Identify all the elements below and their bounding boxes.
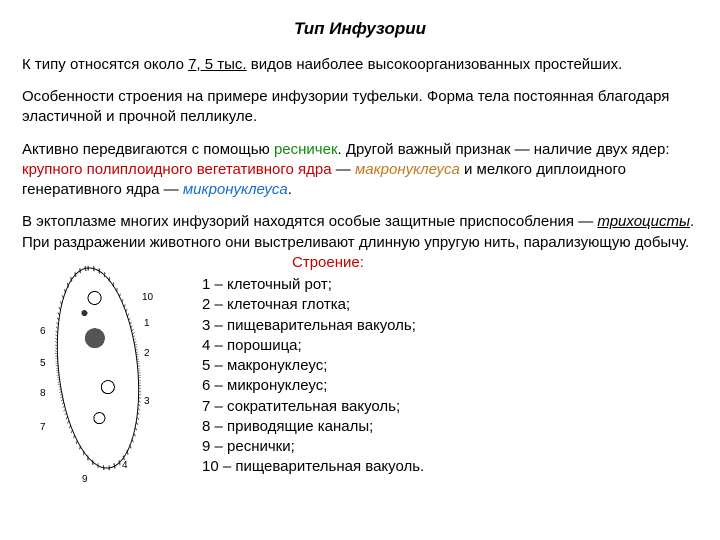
p1-a: К типу относятся около: [22, 56, 188, 73]
paragraph-3: Активно передвигаются с помощью ресничек…: [22, 140, 698, 201]
legend-item-2: 2 – клеточная глотка;: [202, 295, 698, 315]
fig-num-9: 9: [82, 473, 88, 487]
legend-item-9: 9 – реснички;: [202, 437, 698, 457]
legend-item-6: 6 – микронуклеус;: [202, 376, 698, 396]
page-title: Тип Инфузории: [22, 18, 698, 41]
fig-num-1: 1: [144, 317, 150, 331]
structure-title: Строение:: [292, 253, 698, 273]
term-trichocysts: трихоцисты: [597, 213, 690, 230]
cell-diagram: 1 2 3 4 5 6 7 8 9 10: [22, 261, 182, 481]
legend-item-3: 3 – пищеварительная вакуоль;: [202, 316, 698, 336]
legend-item-8: 8 – приводящие каналы;: [202, 417, 698, 437]
p3-a: Активно передвигаются с помощью: [22, 141, 274, 158]
fig-num-10: 10: [142, 291, 153, 305]
p3-c: —: [332, 161, 355, 178]
legend-item-10: 10 – пищеварительная вакуоль.: [202, 457, 698, 477]
legend-item-7: 7 – сократительная вакуоль;: [202, 397, 698, 417]
p3-b: . Другой важный признак — наличие двух я…: [338, 141, 670, 158]
legend-item-5: 5 – макронуклеус;: [202, 356, 698, 376]
p4-a: В эктоплазме многих инфузорий находятся …: [22, 213, 597, 230]
term-cilia: ресничек: [274, 141, 338, 158]
fig-num-7: 7: [40, 421, 46, 435]
fig-num-3: 3: [144, 395, 150, 409]
fig-num-6: 6: [40, 325, 46, 339]
paragraph-4: В эктоплазме многих инфузорий находятся …: [22, 212, 698, 253]
paragraph-2: Особенности строения на примере инфузори…: [22, 87, 698, 128]
structure-section: 1 2 3 4 5 6 7 8 9 10 Строение: 1 – клето…: [22, 253, 698, 481]
structure-legend: Строение: 1 – клеточный рот; 2 – клеточн…: [202, 253, 698, 478]
p1-c: видов наиболее высокоорганизованных прос…: [247, 56, 623, 73]
p3-e: .: [288, 181, 292, 198]
legend-item-4: 4 – порошица;: [202, 336, 698, 356]
term-macronucleus: макронуклеуса: [355, 161, 460, 178]
fig-num-8: 8: [40, 387, 46, 401]
paragraph-1: К типу относятся около 7, 5 тыс. видов н…: [22, 55, 698, 75]
term-nuclei: крупного полиплоидного вегетативного ядр…: [22, 161, 332, 178]
cell-body-icon: [48, 263, 149, 472]
fig-num-5: 5: [40, 357, 46, 371]
term-micronucleus: микронуклеуса: [183, 181, 288, 198]
fig-num-2: 2: [144, 347, 150, 361]
p1-b: 7, 5 тыс.: [188, 56, 247, 73]
legend-item-1: 1 – клеточный рот;: [202, 275, 698, 295]
fig-num-4: 4: [122, 459, 128, 473]
